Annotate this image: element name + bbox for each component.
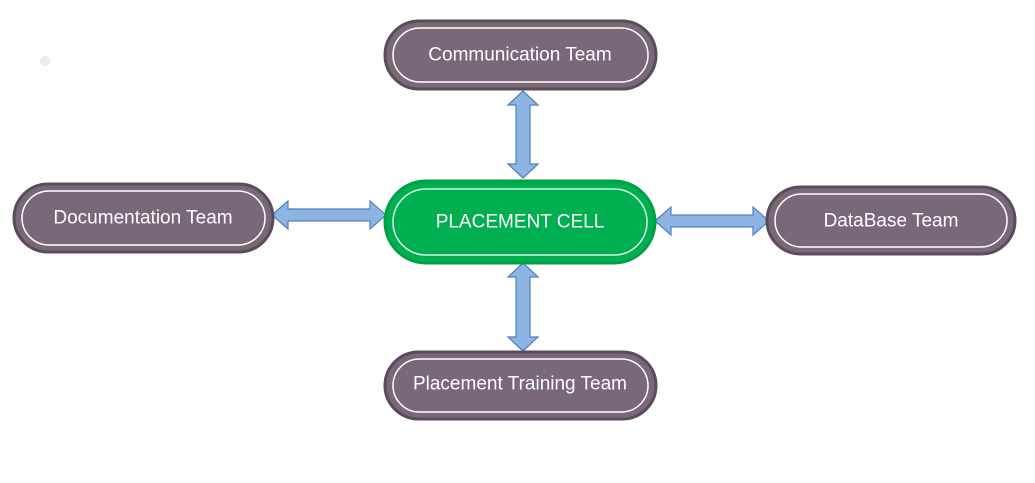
decorative-dot xyxy=(40,56,50,66)
arrow-center-bottom xyxy=(506,262,540,352)
arrow-center-top xyxy=(506,90,540,179)
node-documentation-team-label: Documentation Team xyxy=(53,208,232,229)
node-communication-team-label: Communication Team xyxy=(428,45,611,66)
node-placement-training-team-label: Placement Training Team xyxy=(413,374,627,395)
node-placement-cell-label: PLACEMENT CELL xyxy=(436,212,605,233)
node-placement-training-team: Placement Training Team xyxy=(383,350,658,421)
node-documentation-team: Documentation Team xyxy=(12,182,275,254)
node-communication-team: Communication Team xyxy=(383,19,658,91)
arrow-center-left xyxy=(271,199,387,231)
arrow-center-right xyxy=(654,205,770,237)
node-database-team-label: DataBase Team xyxy=(824,211,959,232)
node-database-team: DataBase Team xyxy=(765,185,1017,256)
node-placement-cell: PLACEMENT CELL xyxy=(383,179,657,265)
